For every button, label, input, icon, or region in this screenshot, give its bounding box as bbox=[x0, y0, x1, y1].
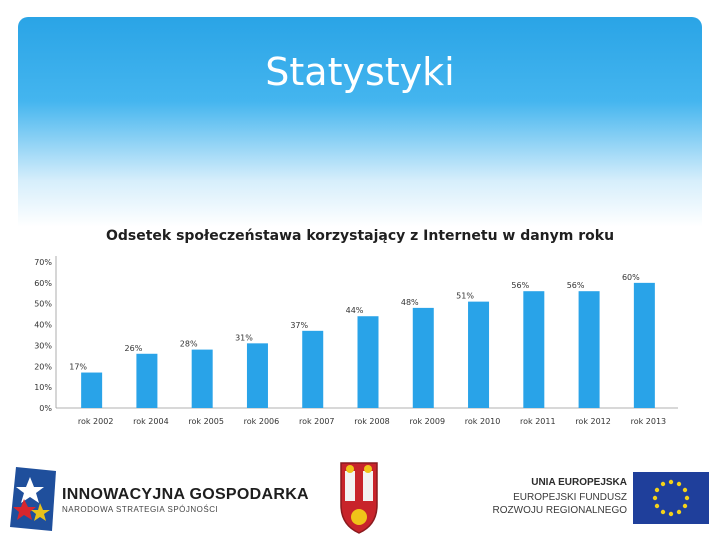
innowacyjna-gospodarka-name: INNOWACYJNA GOSPODARKA bbox=[62, 486, 309, 503]
bar bbox=[136, 353, 158, 408]
innowacyjna-gospodarka-subtitle: NARODOWA STRATEGIA SPÓJNOŚCI bbox=[62, 505, 219, 514]
data-label: 48% bbox=[401, 298, 419, 307]
y-tick-label: 70% bbox=[34, 258, 52, 267]
x-tick-label: rok 2011 bbox=[520, 417, 556, 426]
y-tick-label: 40% bbox=[34, 321, 52, 330]
data-label: 51% bbox=[456, 292, 474, 301]
data-label: 37% bbox=[290, 321, 308, 330]
y-tick-label: 0% bbox=[39, 404, 52, 413]
y-tick-label: 50% bbox=[34, 300, 52, 309]
x-tick-label: rok 2009 bbox=[409, 417, 445, 426]
bar-chart: 0% 10% 20% 30% 40% 50% 60% 70% 17% rok 2002 26% rok… bbox=[34, 256, 678, 426]
x-tick-label: rok 2013 bbox=[631, 417, 667, 426]
bar bbox=[191, 349, 213, 408]
data-label: 60% bbox=[622, 273, 640, 282]
x-tick-label: rok 2010 bbox=[465, 417, 501, 426]
bar bbox=[81, 372, 103, 408]
bar bbox=[302, 330, 324, 408]
data-label: 56% bbox=[567, 281, 585, 290]
bar bbox=[357, 316, 379, 408]
x-tick-label: rok 2007 bbox=[299, 417, 335, 426]
innowacyjna-gospodarka-logo-icon bbox=[10, 467, 56, 531]
bar bbox=[633, 282, 655, 408]
data-label: 44% bbox=[346, 306, 364, 315]
chart-title: Odsetek społeczeństawa korzystający z In… bbox=[105, 228, 615, 244]
y-tick-label: 20% bbox=[34, 362, 52, 371]
slide-title: Statystyki bbox=[265, 50, 455, 94]
bar bbox=[468, 301, 490, 408]
data-label: 17% bbox=[69, 363, 87, 372]
eu-flag-icon bbox=[633, 472, 709, 524]
data-label: 28% bbox=[180, 340, 198, 349]
x-tick-label: rok 2008 bbox=[354, 417, 390, 426]
bar bbox=[246, 343, 268, 408]
x-tick-label: rok 2012 bbox=[575, 417, 611, 426]
eu-fund-line: EUROPEJSKI FUNDUSZ bbox=[513, 492, 627, 503]
data-label: 26% bbox=[125, 344, 143, 353]
y-tick-label: 60% bbox=[34, 279, 52, 288]
x-tick-label: rok 2006 bbox=[244, 417, 280, 426]
logo-footer bbox=[0, 455, 720, 540]
eu-fund-name: EUROPEJSKI FUNDUSZ ROZWOJU REGIONALNEGO bbox=[490, 491, 627, 517]
bar bbox=[412, 307, 434, 408]
x-tick-label: rok 2004 bbox=[133, 417, 169, 426]
data-label: 56% bbox=[511, 281, 529, 290]
city-coat-of-arms-icon bbox=[340, 462, 378, 534]
eu-fund-line: ROZWOJU REGIONALNEGO bbox=[492, 505, 627, 516]
y-tick-label: 10% bbox=[34, 383, 52, 392]
bar bbox=[523, 291, 545, 408]
bar bbox=[578, 291, 600, 408]
eu-name: UNIA EUROPEJSKA bbox=[531, 477, 627, 488]
title-banner bbox=[18, 17, 702, 227]
data-label: 31% bbox=[235, 333, 253, 342]
y-tick-label: 30% bbox=[34, 341, 52, 350]
x-tick-label: rok 2002 bbox=[78, 417, 114, 426]
x-tick-label: rok 2005 bbox=[188, 417, 224, 426]
